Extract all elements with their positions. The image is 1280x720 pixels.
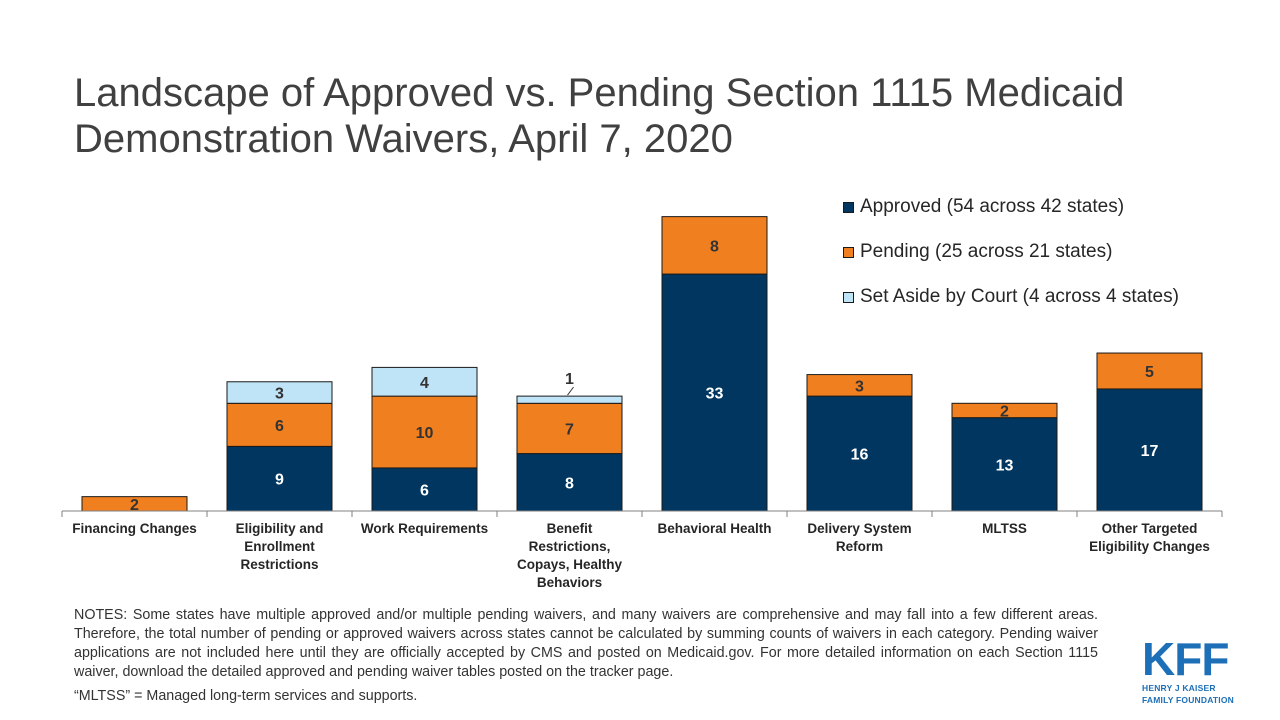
- bar-approved-behavioral-health: [661, 273, 768, 512]
- bar-approved-benefit-restrictions-copays-healthy-behaviors: [516, 453, 623, 512]
- category-label-other-targeted-eligibility-changes: Other Targeted Eligibility Changes: [1089, 521, 1210, 554]
- chart-title: Landscape of Approved vs. Pending Sectio…: [74, 71, 1125, 161]
- data-label-pending-benefit-restrictions-copays-healthy-behaviors: 7: [565, 421, 574, 438]
- bar-approved-work-requirements: [371, 467, 478, 512]
- data-label-approved-work-requirements: 6: [420, 482, 429, 499]
- kff-logo-mark: KFF: [1142, 633, 1229, 685]
- data-label-set_aside-eligibility-and-enrollment-restrictions: 3: [275, 386, 284, 403]
- legend-swatch-pending: [843, 246, 854, 258]
- data-label-approved-eligibility-and-enrollment-restrictions: 9: [275, 472, 284, 489]
- category-label-eligibility-and-enrollment-restrictions: Eligibility and Enrollment Restrictions: [236, 521, 324, 572]
- data-label-approved-other-targeted-eligibility-changes: 17: [1141, 443, 1159, 460]
- kff-logo-line2: FAMILY FOUNDATION: [1142, 694, 1235, 705]
- bar-approved-delivery-system-reform: [806, 395, 913, 512]
- bar-set_aside-benefit-restrictions-copays-healthy-behaviors: [516, 395, 623, 404]
- category-label-mltss: MLTSS: [982, 521, 1027, 536]
- data-label-approved-benefit-restrictions-copays-healthy-behaviors: 8: [565, 475, 574, 492]
- chart-notes: NOTES: Some states have multiple approve…: [74, 606, 1098, 706]
- chart-legend: Approved (54 across 42 states) Pending (…: [843, 196, 1179, 331]
- stacked-bar-chart: 2 Financing Changes 9 6 3 Eligibility and Enro…: [61, 216, 1223, 590]
- data-label-pending-eligibility-and-enrollment-restrictions: 6: [275, 418, 284, 435]
- bar-pending-benefit-restrictions-copays-healthy-behaviors: [516, 402, 623, 455]
- leader-line-set_aside-benefit-restrictions-copays-healthy-behaviors: [567, 386, 574, 396]
- bar-pending-delivery-system-reform: [806, 374, 913, 397]
- data-label-set_aside-benefit-restrictions-copays-healthy-behaviors: 1: [565, 371, 574, 388]
- category-label-delivery-system-reform: Delivery System Reform: [807, 521, 911, 554]
- kff-logo: KFF HENRY J KAISER FAMILY FOUNDATION: [1142, 636, 1238, 705]
- bar-pending-eligibility-and-enrollment-restrictions: [226, 402, 333, 447]
- legend-label-pending: Pending (25 across 21 states): [860, 241, 1113, 262]
- legend-swatch-set-aside: [843, 291, 854, 303]
- data-label-pending-delivery-system-reform: 3: [855, 378, 864, 395]
- legend-label-set-aside: Set Aside by Court (4 across 4 states): [860, 286, 1179, 307]
- bar-pending-work-requirements: [371, 395, 478, 469]
- legend-item-approved: Approved (54 across 42 states): [843, 196, 1179, 218]
- category-label-behavioral-health: Behavioral Health: [657, 521, 771, 536]
- data-label-approved-delivery-system-reform: 16: [851, 447, 869, 464]
- data-label-pending-behavioral-health: 8: [710, 238, 719, 255]
- legend-swatch-approved: [843, 201, 854, 213]
- notes-text: NOTES: Some states have multiple approve…: [74, 607, 1098, 680]
- category-label-financing-changes: Financing Changes: [72, 521, 197, 536]
- notes-abbreviation: “MLTSS” = Managed long-term services and…: [74, 688, 418, 704]
- data-label-pending-mltss: 2: [1000, 403, 1009, 420]
- bar-approved-eligibility-and-enrollment-restrictions: [226, 445, 333, 512]
- legend-item-pending: Pending (25 across 21 states): [843, 241, 1179, 263]
- bar-pending-other-targeted-eligibility-changes: [1096, 352, 1203, 390]
- data-label-approved-behavioral-health: 33: [706, 386, 724, 403]
- legend-item-set-aside: Set Aside by Court (4 across 4 states): [843, 286, 1179, 308]
- bar-approved-other-targeted-eligibility-changes: [1096, 388, 1203, 512]
- bar-pending-mltss: [951, 402, 1058, 419]
- bar-set_aside-work-requirements: [371, 366, 478, 397]
- data-label-set_aside-work-requirements: 4: [420, 375, 429, 392]
- category-label-work-requirements: Work Requirements: [361, 521, 488, 536]
- bar-set_aside-eligibility-and-enrollment-restrictions: [226, 381, 333, 404]
- bar-pending-behavioral-health: [661, 216, 768, 275]
- legend-label-approved: Approved (54 across 42 states): [860, 196, 1125, 217]
- category-label-benefit-restrictions-copays-healthy-behaviors: Benefit Restrictions, Copays, Healthy Behav…: [517, 521, 623, 590]
- data-label-pending-work-requirements: 10: [416, 425, 434, 442]
- data-label-approved-mltss: 13: [996, 457, 1014, 474]
- kff-logo-line1: HENRY J KAISER: [1142, 683, 1216, 693]
- data-label-pending-financing-changes: 2: [130, 497, 139, 514]
- data-label-pending-other-targeted-eligibility-changes: 5: [1145, 364, 1154, 381]
- bar-approved-mltss: [951, 417, 1058, 512]
